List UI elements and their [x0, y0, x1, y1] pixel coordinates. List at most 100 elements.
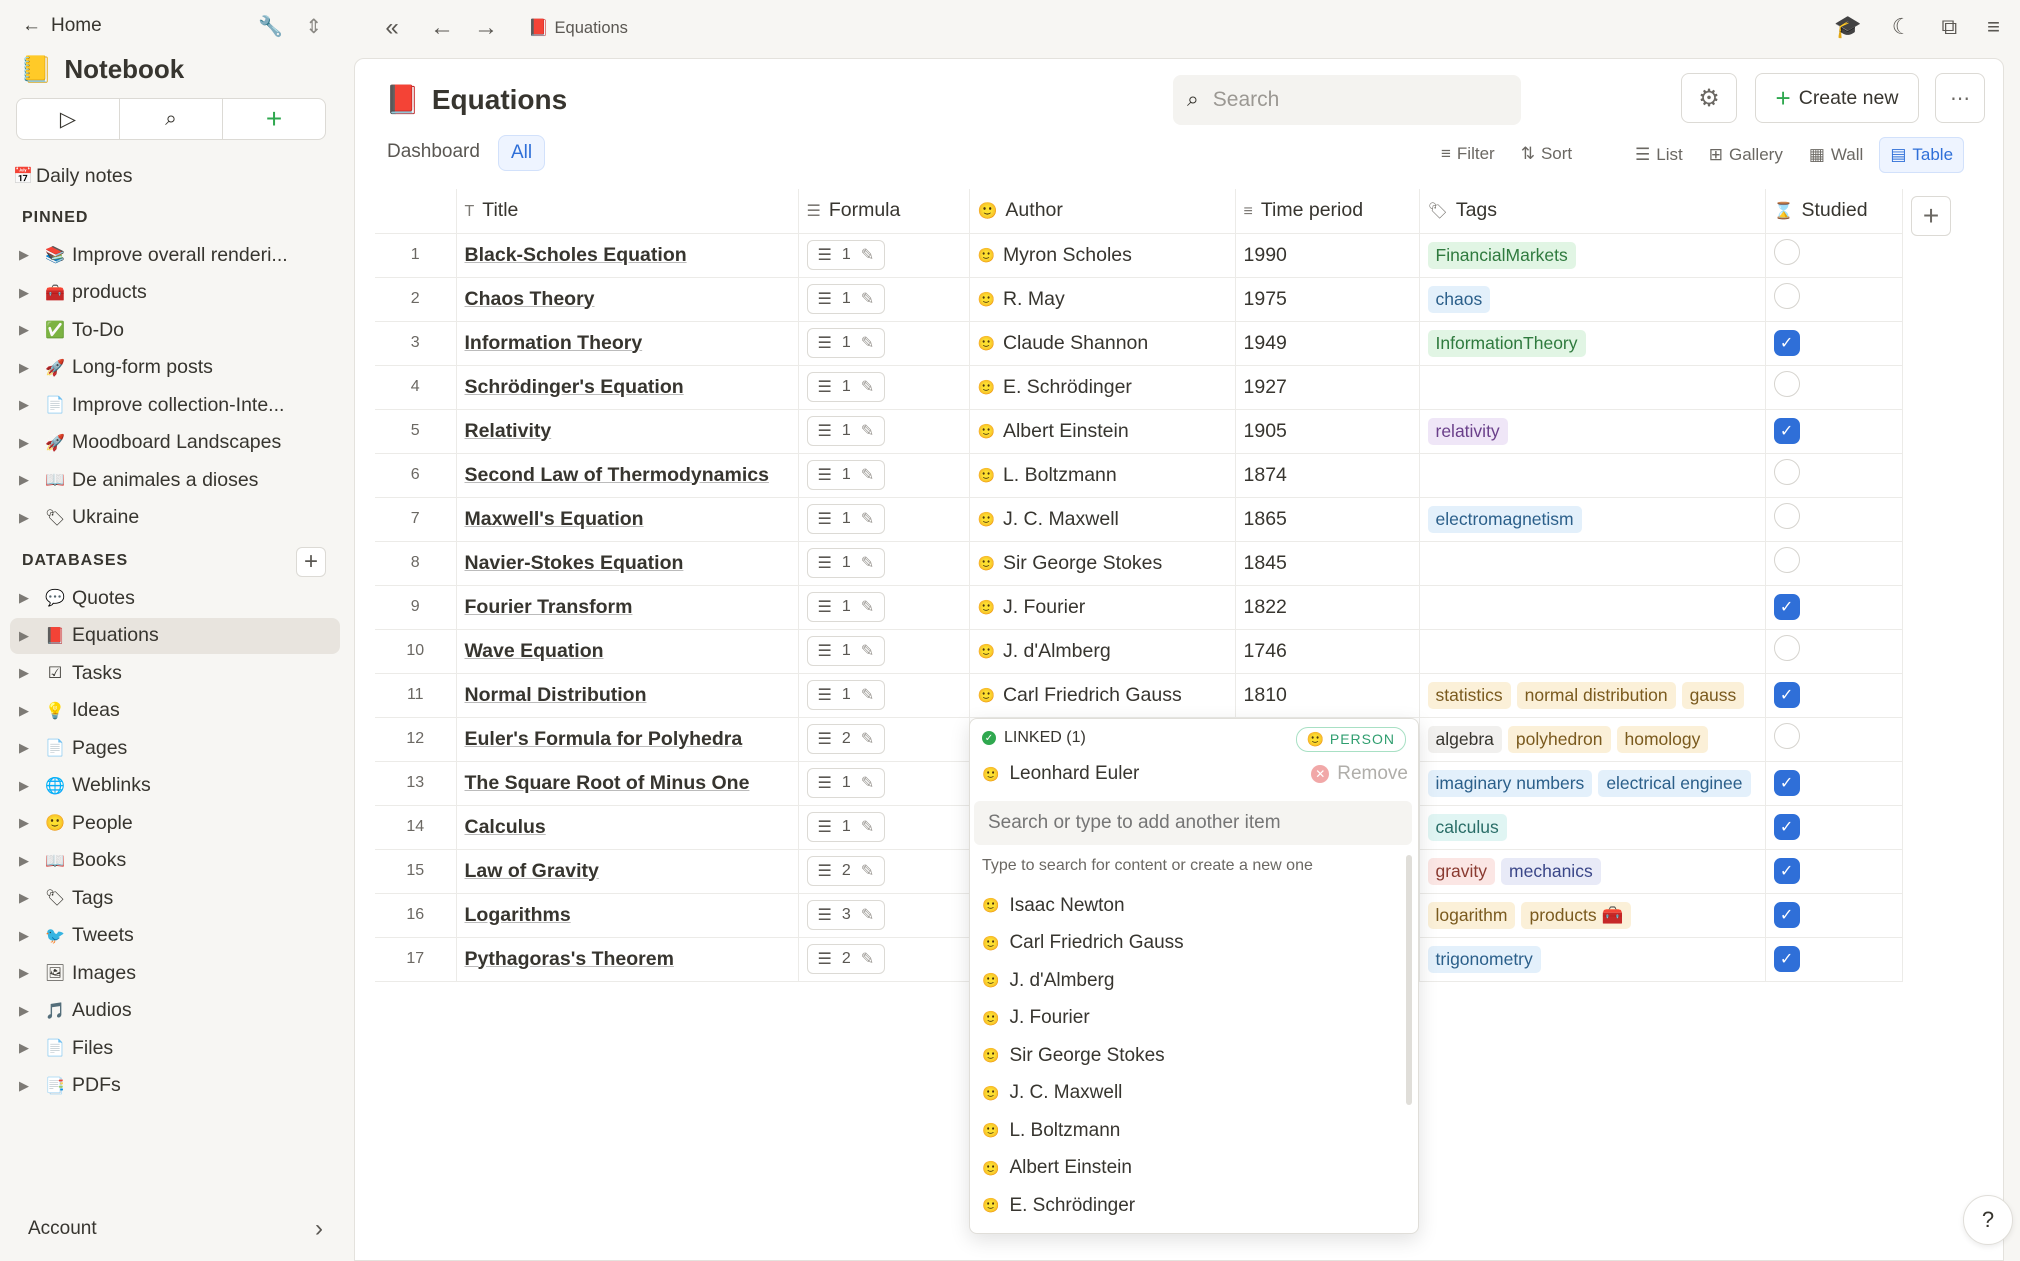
- studied-cell[interactable]: [1765, 365, 1903, 410]
- pencil-icon[interactable]: ✎: [860, 599, 875, 616]
- column-header-time-period[interactable]: ≡ Time period: [1235, 189, 1420, 234]
- studied-checkbox[interactable]: ✓: [1773, 858, 1800, 884]
- table-row[interactable]: 15 Law of Gravity ☰ 2 ✎ gravity mechanics ✓: [375, 849, 1903, 894]
- formula-cell[interactable]: ☰ 1 ✎: [798, 805, 970, 850]
- formula-chip[interactable]: ☰ 1 ✎: [806, 328, 886, 358]
- studied-cell[interactable]: [1765, 233, 1903, 278]
- pencil-icon[interactable]: ✎: [860, 555, 875, 572]
- tags-cell[interactable]: [1419, 585, 1766, 630]
- author-link[interactable]: 🙂 J. C. Maxwell: [978, 508, 1227, 531]
- sidebar-item[interactable]: ▶ ✅ To-Do: [10, 312, 340, 348]
- sidebar-item[interactable]: ▶ 💬 Quotes: [10, 580, 340, 616]
- chevron-right-icon[interactable]: ▶: [19, 284, 29, 300]
- tag-chip[interactable]: InformationTheory: [1427, 329, 1586, 357]
- formula-cell[interactable]: ☰ 3 ✎: [798, 893, 970, 938]
- formula-cell[interactable]: ☰ 2 ✎: [798, 937, 970, 982]
- column-header-title[interactable]: T Title: [456, 189, 799, 234]
- time-period-cell[interactable]: 1746: [1235, 629, 1420, 674]
- table-row[interactable]: 7 Maxwell's Equation ☰ 1 ✎ 🙂 J. C. Maxwell 1865…: [375, 497, 1903, 542]
- formula-chip[interactable]: ☰ 1 ✎: [806, 416, 886, 446]
- author-cell[interactable]: 🙂 Sir George Stokes: [969, 541, 1236, 586]
- studied-cell[interactable]: ✓: [1765, 673, 1903, 718]
- sidebar-item[interactable]: ▶ 🧰 products: [10, 275, 340, 311]
- sidebar-add-button[interactable]: +: [223, 99, 325, 139]
- add-column-button[interactable]: +: [1911, 196, 1951, 236]
- view-wall[interactable]: ▦ Wall: [1799, 137, 1874, 173]
- sidebar-item[interactable]: ▶ 📄 Files: [10, 1030, 340, 1066]
- sidebar-item[interactable]: ▶ 📄 Improve collection-Inte...: [10, 387, 340, 423]
- tags-cell[interactable]: chaos: [1419, 277, 1766, 322]
- tags-cell[interactable]: gravity mechanics: [1419, 849, 1766, 894]
- option-item[interactable]: 🙂 J. C. Maxwell: [982, 1075, 1402, 1113]
- tags-cell[interactable]: imaginary numbers electrical enginee: [1419, 761, 1766, 806]
- studied-cell[interactable]: ✓: [1765, 805, 1903, 850]
- sidebar-item[interactable]: ▶ 🏷 Tags: [10, 880, 340, 916]
- chevron-right-icon[interactable]: ▶: [19, 247, 29, 262]
- tag-chip[interactable]: relativity: [1427, 417, 1508, 445]
- formula-chip[interactable]: ☰ 1 ✎: [806, 460, 886, 490]
- studied-checkbox[interactable]: [1773, 459, 1800, 485]
- pencil-icon[interactable]: ✎: [860, 951, 875, 968]
- send-button[interactable]: ▷: [17, 99, 120, 139]
- formula-cell[interactable]: ☰ 1 ✎: [798, 321, 970, 366]
- chevron-right-icon[interactable]: ▶: [19, 665, 29, 680]
- author-link[interactable]: 🙂 Albert Einstein: [978, 420, 1227, 443]
- title-cell[interactable]: Euler's Formula for Polyhedra: [456, 717, 799, 762]
- formula-chip[interactable]: ☰ 1 ✎: [806, 812, 886, 842]
- author-link[interactable]: 🙂 E. Schrödinger: [978, 376, 1227, 399]
- column-header-author[interactable]: 🙂 Author: [969, 189, 1236, 234]
- title-cell[interactable]: Black-Scholes Equation: [456, 233, 799, 278]
- title-cell[interactable]: Maxwell's Equation: [456, 497, 799, 542]
- chevron-right-icon[interactable]: ▶: [19, 852, 29, 868]
- windows-icon[interactable]: ⧉: [1941, 14, 1958, 39]
- pencil-icon[interactable]: ✎: [860, 731, 875, 748]
- title-cell[interactable]: Information Theory: [456, 321, 799, 366]
- sidebar-item[interactable]: ▶ 🖼 Images: [10, 955, 340, 991]
- add-database-button[interactable]: +: [296, 547, 326, 577]
- studied-cell[interactable]: ✓: [1765, 937, 1903, 982]
- author-cell[interactable]: 🙂 L. Boltzmann: [969, 453, 1236, 498]
- formula-chip[interactable]: ☰ 2 ✎: [806, 724, 886, 754]
- time-period-cell[interactable]: 1905: [1235, 409, 1420, 454]
- expand-collapse-icon[interactable]: ⇕: [305, 15, 322, 38]
- tag-chip[interactable]: chaos: [1427, 285, 1491, 313]
- author-cell[interactable]: 🙂 Carl Friedrich Gauss: [969, 673, 1236, 718]
- chevron-right-icon[interactable]: ▶: [19, 590, 29, 605]
- linked-item[interactable]: 🙂 Leonhard Euler ✕ Remove: [982, 763, 1408, 785]
- filter-button[interactable]: ≡ Filter: [1431, 137, 1505, 171]
- formula-chip[interactable]: ☰ 1 ✎: [806, 504, 886, 534]
- tag-chip[interactable]: electromagnetism: [1427, 505, 1582, 533]
- tag-chip[interactable]: electrical enginee: [1598, 769, 1751, 797]
- sidebar-item[interactable]: ▶ 💡 Ideas: [10, 693, 340, 729]
- remove-button[interactable]: ✕ Remove: [1311, 763, 1408, 785]
- chevron-right-icon[interactable]: ▶: [19, 322, 29, 337]
- sidebar-item[interactable]: ▶ 🐦 Tweets: [10, 918, 340, 954]
- studied-checkbox[interactable]: ✓: [1773, 418, 1800, 444]
- studied-cell[interactable]: ✓: [1765, 321, 1903, 366]
- add-item-input[interactable]: [974, 801, 1412, 845]
- pencil-icon[interactable]: ✎: [860, 687, 875, 704]
- pencil-icon[interactable]: ✎: [860, 467, 875, 484]
- forward-arrow-icon[interactable]: →: [474, 14, 498, 41]
- formula-cell[interactable]: ☰ 2 ✎: [798, 717, 970, 762]
- formula-cell[interactable]: ☰ 1 ✎: [798, 233, 970, 278]
- studied-checkbox[interactable]: ✓: [1773, 902, 1800, 928]
- option-item[interactable]: 🙂 E. Schrödinger: [982, 1187, 1402, 1225]
- tag-chip[interactable]: mechanics: [1501, 857, 1601, 885]
- table-row[interactable]: 4 Schrödinger's Equation ☰ 1 ✎ 🙂 E. Schrödinge…: [375, 365, 1903, 410]
- view-gallery[interactable]: ⊞ Gallery: [1699, 137, 1793, 173]
- time-period-cell[interactable]: 1865: [1235, 497, 1420, 542]
- option-item[interactable]: 🙂 L. Boltzmann: [982, 1112, 1402, 1150]
- tags-cell[interactable]: calculus: [1419, 805, 1766, 850]
- table-row[interactable]: 5 Relativity ☰ 1 ✎ 🙂 Albert Einstein 1905 relati…: [375, 409, 1903, 454]
- chevron-right-icon[interactable]: ▶: [19, 777, 29, 793]
- sidebar-search-button[interactable]: ⌕: [120, 99, 223, 139]
- tags-cell[interactable]: trigonometry: [1419, 937, 1766, 982]
- studied-checkbox[interactable]: [1773, 547, 1800, 573]
- time-period-cell[interactable]: 1874: [1235, 453, 1420, 498]
- formula-chip[interactable]: ☰ 2 ✎: [806, 944, 886, 974]
- table-row[interactable]: 9 Fourier Transform ☰ 1 ✎ 🙂 J. Fourier 1822 ✓: [375, 585, 1903, 630]
- formula-chip[interactable]: ☰ 1 ✎: [806, 372, 886, 402]
- time-period-cell[interactable]: 1810: [1235, 673, 1420, 718]
- sidebar-item[interactable]: ▶ 📖 Books: [10, 843, 340, 879]
